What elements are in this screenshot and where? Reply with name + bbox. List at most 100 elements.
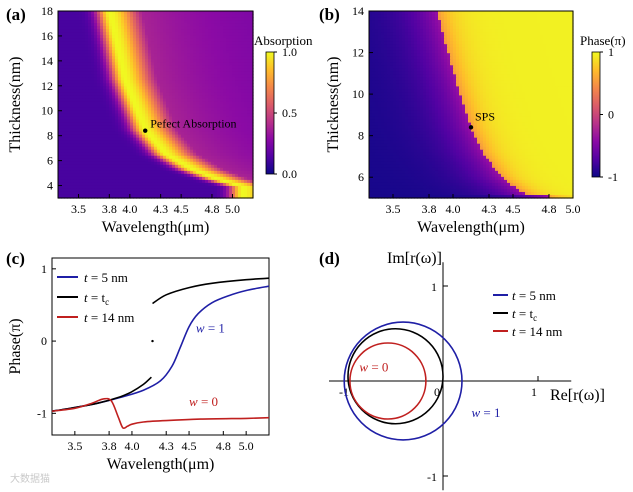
- heatmap-cell: [106, 65, 110, 69]
- heatmap-cell: [61, 182, 65, 187]
- heatmap-cell: [435, 35, 439, 39]
- heatmap-cell: [235, 161, 239, 166]
- heatmap-cell: [214, 170, 218, 175]
- heatmap-cell: [235, 152, 239, 157]
- heatmap-cell: [441, 14, 445, 18]
- heatmap-cell: [106, 50, 110, 54]
- heatmap-cell: [181, 35, 185, 39]
- heatmap-cell: [223, 56, 227, 60]
- heatmap-cell: [61, 98, 65, 103]
- heatmap-cell: [94, 149, 98, 154]
- heatmap-cell: [133, 68, 137, 72]
- heatmap-cell: [151, 161, 155, 166]
- heatmap-cell: [157, 170, 161, 175]
- heatmap-cell: [238, 179, 242, 184]
- heatmap-cell: [193, 38, 197, 42]
- heatmap-cell: [178, 23, 182, 27]
- heatmap-cell: [70, 122, 74, 127]
- heatmap-cell: [247, 173, 251, 178]
- heatmap-cell: [76, 188, 80, 193]
- heatmap-cell: [115, 125, 119, 130]
- heatmap-cell: [205, 128, 209, 133]
- heatmap-cell: [178, 167, 182, 172]
- heatmap-cell: [504, 44, 508, 48]
- heatmap-cell: [217, 173, 221, 178]
- heatmap-cell: [402, 35, 406, 39]
- heatmap-cell: [501, 29, 505, 33]
- heatmap-cell: [172, 17, 176, 21]
- heatmap-cell: [79, 101, 83, 106]
- heatmap-cell: [100, 38, 104, 42]
- heatmap-cell: [241, 80, 245, 84]
- heatmap-cell: [172, 194, 176, 199]
- heatmap-cell: [250, 131, 254, 136]
- heatmap-cell: [142, 80, 146, 84]
- heatmap-cell: [133, 71, 137, 75]
- heatmap-cell: [169, 161, 173, 166]
- heatmap-cell: [235, 194, 239, 199]
- heatmap-cell: [241, 191, 245, 196]
- heatmap-cell: [501, 14, 505, 18]
- heatmap-cell: [507, 38, 511, 42]
- heatmap-cell: [555, 32, 559, 36]
- heatmap-cell: [184, 131, 188, 136]
- heatmap-cell: [124, 131, 128, 136]
- heatmap-cell: [178, 65, 182, 69]
- heatmap-cell: [513, 32, 517, 36]
- heatmap-cell: [378, 44, 382, 48]
- heatmap-cell: [172, 101, 176, 106]
- heatmap-cell: [402, 23, 406, 27]
- heatmap-cell: [73, 23, 77, 27]
- heatmap-cell: [97, 173, 101, 178]
- heatmap-cell: [241, 29, 245, 33]
- heatmap-cell: [247, 38, 251, 42]
- heatmap-cell: [157, 32, 161, 36]
- heatmap-cell: [184, 110, 188, 115]
- heatmap-cell: [97, 41, 101, 45]
- heatmap-cell: [220, 29, 224, 33]
- heatmap-cell: [525, 38, 529, 42]
- heatmap-cell: [103, 149, 107, 154]
- heatmap-cell: [73, 137, 77, 142]
- heatmap-cell: [73, 149, 77, 154]
- heatmap-cell: [214, 116, 218, 121]
- heatmap-cell: [196, 170, 200, 175]
- heatmap-cell: [88, 194, 92, 199]
- heatmap-cell: [408, 20, 412, 24]
- heatmap-cell: [211, 113, 215, 118]
- heatmap-cell: [130, 77, 134, 81]
- heatmap-cell: [226, 29, 230, 33]
- heatmap-cell: [226, 146, 230, 151]
- heatmap-cell: [181, 86, 185, 91]
- heatmap-cell: [238, 152, 242, 157]
- heatmap-cell: [118, 134, 122, 139]
- heatmap-cell: [115, 50, 119, 54]
- heatmap-cell: [468, 44, 472, 48]
- heatmap-cell: [154, 116, 158, 121]
- heatmap-cell: [148, 125, 152, 130]
- heatmap-cell: [465, 44, 469, 48]
- heatmap-cell: [247, 62, 251, 66]
- heatmap-cell: [100, 134, 104, 139]
- heatmap-cell: [235, 188, 239, 193]
- heatmap-cell: [163, 83, 167, 88]
- heatmap-cell: [420, 29, 424, 33]
- heatmap-cell: [187, 68, 191, 72]
- heatmap-cell: [106, 89, 110, 94]
- heatmap-cell: [199, 110, 203, 115]
- heatmap-cell: [85, 68, 89, 72]
- heatmap-cell: [196, 155, 200, 160]
- heatmap-cell: [175, 41, 179, 45]
- heatmap-cell: [178, 125, 182, 130]
- heatmap-cell: [241, 131, 245, 136]
- heatmap-cell: [61, 152, 65, 157]
- heatmap-cell: [94, 110, 98, 115]
- heatmap-cell: [220, 182, 224, 187]
- heatmap-cell: [184, 62, 188, 66]
- heatmap-cell: [217, 35, 221, 39]
- heatmap-cell: [145, 194, 149, 199]
- heatmap-cell: [85, 122, 89, 127]
- heatmap-cell: [184, 161, 188, 166]
- heatmap-cell: [405, 44, 409, 48]
- heatmap-cell: [238, 20, 242, 24]
